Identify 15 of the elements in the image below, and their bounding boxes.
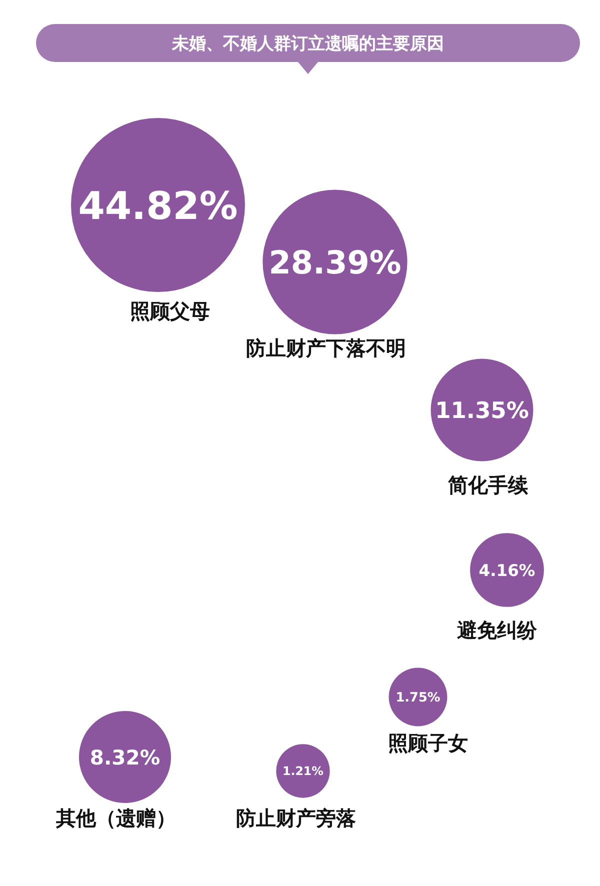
category-label: 照顾父母 xyxy=(130,299,210,323)
data-label: 1.75% xyxy=(396,690,440,706)
category-label: 避免纠纷 xyxy=(457,618,538,642)
data-label: 8.32% xyxy=(90,745,160,770)
data-label: 4.16% xyxy=(478,560,536,580)
category-label: 简化手续 xyxy=(447,473,529,497)
data-label: 44.82% xyxy=(78,184,238,229)
category-label: 防止财产旁落 xyxy=(236,806,356,830)
text: 未婚、不婚人群订立遗嘱的主要原因 xyxy=(171,34,444,54)
data-label: 1.21% xyxy=(282,764,324,778)
category-label: 防止财产下落不明 xyxy=(246,336,406,360)
data-label: 11.35% xyxy=(435,398,529,424)
category-label: 照顾子女 xyxy=(388,731,468,755)
category-label: 其他（遗赠） xyxy=(55,806,176,830)
data-label: 28.39% xyxy=(268,243,402,282)
